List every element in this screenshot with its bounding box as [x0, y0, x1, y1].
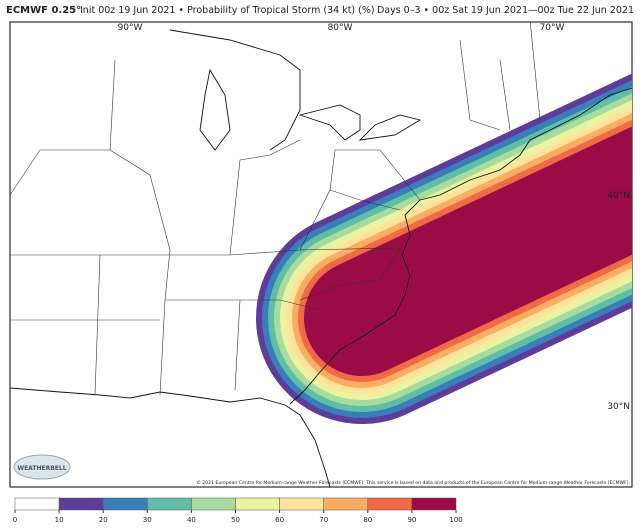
colorbar-tick-label: 50 — [231, 516, 240, 524]
map-title: Init 00z 19 Jun 2021 • Probability of Tr… — [80, 5, 375, 16]
colorbar-tick-label: 0 — [13, 516, 17, 524]
colorbar-tick-label: 100 — [449, 516, 462, 524]
coastline — [10, 87, 632, 487]
colorbar-tick-label: 40 — [187, 516, 196, 524]
colorbar-tick-label: 30 — [143, 516, 152, 524]
map-area: 90°W 80°W 70°W 40°N 30°N WEATHERBELL — [10, 22, 632, 487]
colorbar-bin — [323, 497, 369, 511]
probability-swath — [256, 73, 632, 424]
lat-lon-labels: 90°W 80°W 70°W 40°N 30°N — [118, 23, 630, 412]
lat-label: 30°N — [607, 402, 630, 412]
colorbar-bin — [14, 497, 60, 511]
colorbar-bin — [102, 497, 148, 511]
colorbar-tick-label: 80 — [363, 516, 372, 524]
valid-time: Days 0–3 • 00z Sat 19 Jun 2021—00z Tue 2… — [377, 5, 634, 16]
lon-label: 80°W — [328, 23, 353, 33]
colorbar-tick-label: 90 — [407, 516, 416, 524]
colorbar: 0 10 20 30 40 50 60 70 80 90 100 — [13, 497, 463, 524]
probability-band — [304, 126, 632, 376]
lat-label: 40°N — [607, 191, 630, 201]
lon-label: 70°W — [540, 23, 565, 33]
colorbar-bin — [411, 497, 457, 511]
credit: © 2021 European Centre for Medium-range … — [196, 479, 630, 486]
logo: WEATHERBELL — [17, 465, 66, 472]
colorbar-bin — [191, 497, 236, 511]
colorbar-tick-label: 70 — [319, 516, 328, 524]
colorbar-bin — [367, 497, 413, 511]
logo-badge — [13, 454, 71, 480]
great-lakes — [169, 29, 422, 151]
colorbar-bin — [147, 497, 192, 511]
colorbar-bin — [235, 497, 280, 511]
colorbar-tick-label: 20 — [99, 516, 108, 524]
state-borders — [10, 22, 541, 396]
colorbar-bin — [279, 497, 324, 511]
colorbar-tick-label: 10 — [55, 516, 64, 524]
lon-label: 90°W — [118, 23, 143, 33]
colorbar-bin — [58, 497, 104, 511]
colorbar-tick-label: 60 — [275, 516, 284, 524]
model-label: ECMWF 0.25° — [6, 5, 81, 16]
